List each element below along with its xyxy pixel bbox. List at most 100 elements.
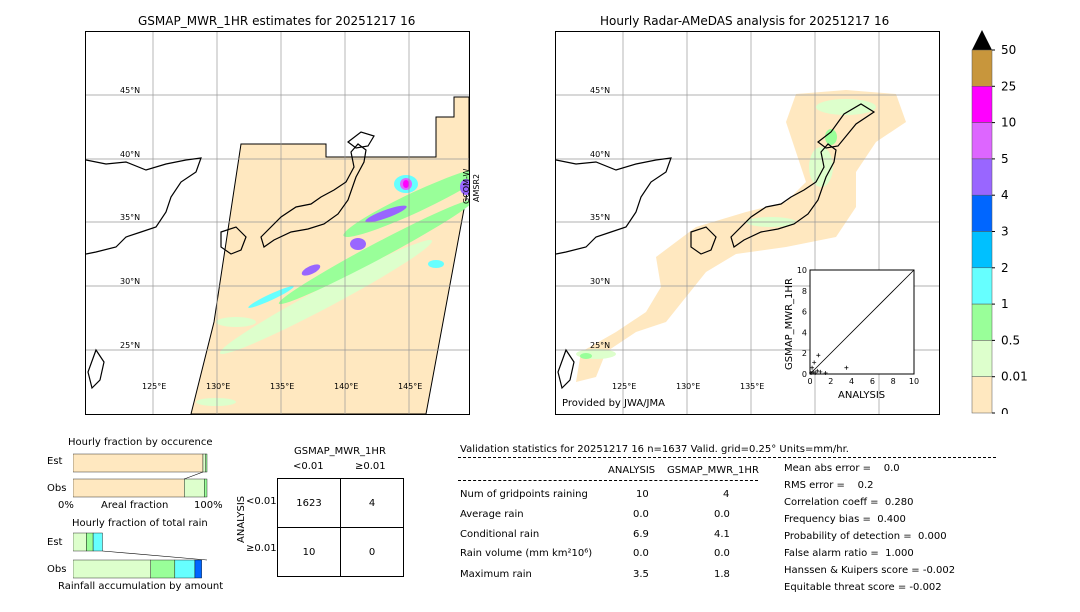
scatter-xtick: 6 bbox=[870, 377, 875, 386]
occurrence-title: Hourly fraction by occurence bbox=[68, 437, 213, 448]
stat-label-volume: Rain volume (mm km²10⁶) bbox=[460, 548, 593, 559]
totalrain-bar-segment bbox=[86, 532, 94, 552]
colorbar-label: 50 bbox=[1001, 43, 1016, 57]
left-lon-145: 145°E bbox=[398, 382, 423, 391]
colorbar-segment bbox=[971, 86, 993, 123]
colorbar-segment bbox=[971, 267, 993, 305]
left-lat-30: 30°N bbox=[120, 277, 141, 286]
contingency-row-lt: <0.01 bbox=[246, 496, 277, 507]
occurrence-bar-segment bbox=[184, 478, 205, 498]
stat-a-average: 0.0 bbox=[633, 509, 649, 520]
colorbar-segment bbox=[971, 231, 993, 269]
inset-scatter: 0 2 4 6 8 10 0 2 4 6 8 10 bbox=[780, 266, 920, 406]
score-pod: Probability of detection = 0.000 bbox=[784, 531, 947, 542]
cell-lt-lt: 1623 bbox=[277, 478, 341, 528]
satellite-label-gcomw: GCOM-W bbox=[462, 168, 471, 204]
totalrain-bar-segment bbox=[92, 532, 103, 552]
colorbar-segment bbox=[971, 158, 993, 196]
scatter-point bbox=[816, 353, 821, 358]
stat-g-volume: 0.0 bbox=[714, 548, 730, 559]
occurrence-bar-segment bbox=[204, 478, 208, 498]
colorbar-label: 4 bbox=[1001, 188, 1009, 202]
left-lat-45: 45°N bbox=[120, 86, 141, 95]
rain-band-estimates bbox=[196, 166, 469, 406]
contingency-table: 1623 4 10 0 bbox=[277, 478, 404, 577]
stat-a-maximum: 3.5 bbox=[633, 569, 649, 580]
score-far: False alarm ratio = 1.000 bbox=[784, 548, 914, 559]
left-grid bbox=[86, 32, 469, 414]
colorbar-segment bbox=[971, 376, 993, 414]
stats-col-analysis: ANALYSIS bbox=[608, 465, 656, 476]
stat-a-raining: 10 bbox=[636, 489, 649, 500]
right-map-title: Hourly Radar-AMeDAS analysis for 2025121… bbox=[600, 14, 890, 28]
totalrain-title: Hourly fraction of total rain bbox=[72, 518, 208, 529]
totalrain-connector bbox=[102, 550, 208, 561]
totalrain-bar-segment bbox=[73, 532, 87, 552]
scatter-xtick: 2 bbox=[828, 377, 833, 386]
scatter-xtick: 10 bbox=[909, 377, 919, 386]
contingency-title: GSMAP_MWR_1HR bbox=[294, 446, 386, 457]
scatter-xtick: 4 bbox=[849, 377, 854, 386]
scatter-point bbox=[813, 370, 818, 375]
left-lon-130: 130°E bbox=[206, 382, 231, 391]
colorbar-segment bbox=[971, 122, 993, 160]
score-hk: Hanssen & Kuipers score = -0.002 bbox=[784, 565, 956, 576]
scatter-ytick: 8 bbox=[802, 287, 807, 296]
scatter-point bbox=[823, 370, 828, 375]
score-freq-bias: Frequency bias = 0.400 bbox=[784, 514, 906, 525]
data-credit: Provided by JWA/JMA bbox=[562, 398, 665, 409]
scatter-point bbox=[812, 360, 817, 365]
left-lon-125: 125°E bbox=[142, 382, 167, 391]
score-corr: Correlation coeff = 0.280 bbox=[784, 497, 914, 508]
colorbar-segment bbox=[971, 194, 993, 232]
occurrence-bar-segment bbox=[202, 453, 206, 473]
score-rmse: RMS error = 0.2 bbox=[784, 480, 874, 491]
scatter-point bbox=[815, 368, 820, 373]
score-mae: Mean abs error = 0.0 bbox=[784, 463, 900, 474]
right-coastline bbox=[556, 103, 876, 390]
totalrain-bar-segment bbox=[150, 559, 176, 579]
left-lat-25: 25°N bbox=[120, 341, 141, 350]
scatter-ytick: 6 bbox=[802, 308, 807, 317]
scatter-diagonal bbox=[809, 269, 915, 375]
scatter-ytick: 0 bbox=[802, 370, 807, 379]
right-lat-45: 45°N bbox=[590, 86, 611, 95]
totalrain-bars bbox=[73, 532, 208, 579]
right-lon-125: 125°E bbox=[612, 382, 637, 391]
scatter-point bbox=[809, 370, 814, 375]
colorbar-label: 5 bbox=[1001, 152, 1009, 166]
stat-a-volume: 0.0 bbox=[633, 548, 649, 559]
colorbar-canvas: 50 25 10 5 4 3 2 1 0.5 0.01 0 bbox=[971, 30, 1028, 420]
contingency-col-lt: <0.01 bbox=[293, 461, 324, 472]
left-coastline bbox=[86, 131, 375, 390]
totalrain-bar-segment bbox=[174, 559, 196, 579]
stat-label-average: Average rain bbox=[460, 509, 524, 520]
occurrence-bar-segment bbox=[205, 453, 208, 473]
scatter-point bbox=[844, 365, 849, 370]
stat-g-average: 0.0 bbox=[714, 509, 730, 520]
colorbar-segment bbox=[971, 49, 993, 87]
colorbar-segment bbox=[971, 303, 993, 341]
occurrence-bars bbox=[73, 453, 208, 498]
scatter-ytick: 4 bbox=[802, 328, 807, 337]
stat-g-maximum: 1.8 bbox=[714, 569, 730, 580]
colorbar-label: 10 bbox=[1001, 116, 1016, 130]
right-map-canvas bbox=[556, 32, 939, 414]
colorbar-segment bbox=[971, 340, 993, 377]
right-lon-130: 130°E bbox=[676, 382, 701, 391]
occurrence-connector bbox=[184, 471, 204, 480]
occ-est-label: Est bbox=[47, 456, 63, 467]
stats-col-rule bbox=[458, 480, 758, 481]
scatter-ytick: 10 bbox=[797, 266, 807, 275]
left-map: 45°N 40°N 35°N 30°N 25°N 125°E 130°E 135… bbox=[85, 31, 470, 415]
score-ets: Equitable threat score = -0.002 bbox=[784, 582, 942, 593]
left-lon-135: 135°E bbox=[270, 382, 295, 391]
stat-label-conditional: Conditional rain bbox=[460, 529, 540, 540]
scatter-plot: 0 2 4 6 8 10 0 2 4 6 8 10 bbox=[797, 266, 919, 386]
scatter-xtick: 8 bbox=[891, 377, 896, 386]
colorbar-label: 3 bbox=[1001, 225, 1009, 239]
stat-label-maximum: Maximum rain bbox=[460, 569, 532, 580]
right-lat-35: 35°N bbox=[590, 213, 611, 222]
colorbar-label: 2 bbox=[1001, 261, 1009, 275]
scatter-point bbox=[810, 365, 815, 370]
